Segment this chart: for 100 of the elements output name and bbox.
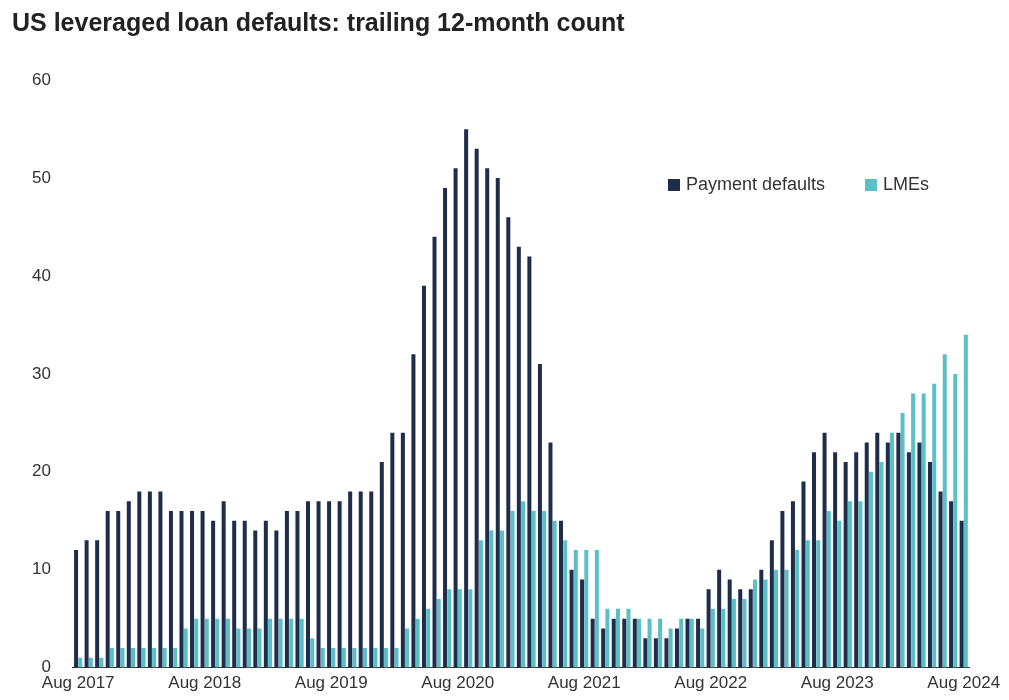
bar xyxy=(384,648,389,668)
bar xyxy=(843,462,848,668)
bar xyxy=(664,638,669,668)
bar xyxy=(717,569,722,668)
bar xyxy=(537,364,542,668)
bar xyxy=(263,520,268,668)
bar xyxy=(748,589,753,668)
bar xyxy=(421,285,426,668)
bar xyxy=(147,491,152,668)
x-tick-label: Aug 2024 xyxy=(927,673,1001,693)
bar xyxy=(499,530,504,668)
y-tick-label: 50 xyxy=(31,167,51,187)
bar xyxy=(400,432,405,668)
bar xyxy=(457,589,462,668)
bar xyxy=(674,628,679,668)
bar xyxy=(306,501,310,668)
bar xyxy=(411,354,416,668)
bar xyxy=(394,648,399,668)
bar xyxy=(320,648,325,668)
bar xyxy=(858,501,863,668)
bar xyxy=(379,462,384,668)
bar xyxy=(696,618,701,668)
bar xyxy=(190,510,195,668)
bar xyxy=(531,510,536,668)
bar xyxy=(390,432,395,668)
bar xyxy=(215,618,220,668)
bar xyxy=(590,618,595,668)
bar xyxy=(426,608,431,668)
bar xyxy=(938,491,943,668)
bar xyxy=(126,501,131,668)
bar xyxy=(906,452,911,668)
bar xyxy=(527,256,532,668)
bar xyxy=(710,608,715,668)
bar xyxy=(162,648,167,668)
bar xyxy=(369,491,374,668)
bar xyxy=(468,589,473,668)
bar xyxy=(752,579,757,668)
bar xyxy=(601,628,606,668)
bar xyxy=(854,452,859,668)
bar xyxy=(953,373,958,668)
x-tick-label: Aug 2018 xyxy=(168,673,242,693)
bar xyxy=(896,432,901,668)
bar xyxy=(221,501,226,668)
bar xyxy=(900,413,905,668)
bar xyxy=(310,638,315,668)
bar xyxy=(331,648,336,668)
x-tick-label: Aug 2022 xyxy=(674,673,748,693)
bar xyxy=(679,618,684,668)
bar xyxy=(432,236,437,668)
bar xyxy=(721,608,726,668)
bar xyxy=(826,510,831,668)
x-tick-label: Aug 2020 xyxy=(421,673,495,693)
bar xyxy=(253,530,258,668)
bar xyxy=(921,393,926,668)
bar xyxy=(516,246,521,668)
bar xyxy=(495,178,500,668)
bar xyxy=(542,510,547,668)
bar xyxy=(74,550,79,668)
bar xyxy=(911,393,916,668)
bar xyxy=(362,648,367,668)
bar xyxy=(632,618,637,668)
bar xyxy=(337,501,342,668)
bar xyxy=(289,618,294,668)
bar xyxy=(949,501,954,668)
bar xyxy=(759,569,764,668)
bar xyxy=(88,657,93,668)
bar xyxy=(879,462,884,668)
bar xyxy=(183,628,188,668)
bar xyxy=(158,491,163,668)
bar xyxy=(348,491,353,668)
bar xyxy=(152,648,157,668)
bar xyxy=(179,510,184,668)
bar xyxy=(805,540,810,668)
bar xyxy=(580,579,585,668)
bar xyxy=(295,510,300,668)
bar xyxy=(274,530,279,668)
bar xyxy=(204,618,209,668)
bar xyxy=(373,648,378,668)
bar xyxy=(573,550,578,668)
bar xyxy=(278,618,283,668)
bar xyxy=(257,628,262,668)
bar xyxy=(647,618,652,668)
bar xyxy=(510,510,515,668)
bar xyxy=(478,540,483,668)
bar xyxy=(95,540,100,668)
bar xyxy=(611,618,616,668)
bar xyxy=(521,501,526,668)
chart-title: US leveraged loan defaults: trailing 12-month count xyxy=(12,8,625,37)
bar xyxy=(200,510,205,668)
bar xyxy=(774,569,779,668)
bar xyxy=(927,462,932,668)
y-tick-label: 40 xyxy=(31,265,51,285)
bar xyxy=(917,442,922,668)
bar xyxy=(875,432,880,668)
bar xyxy=(864,442,869,668)
bar xyxy=(584,550,589,668)
bar xyxy=(959,520,964,668)
bar xyxy=(700,628,705,668)
bar xyxy=(769,540,774,668)
bar xyxy=(727,579,732,668)
